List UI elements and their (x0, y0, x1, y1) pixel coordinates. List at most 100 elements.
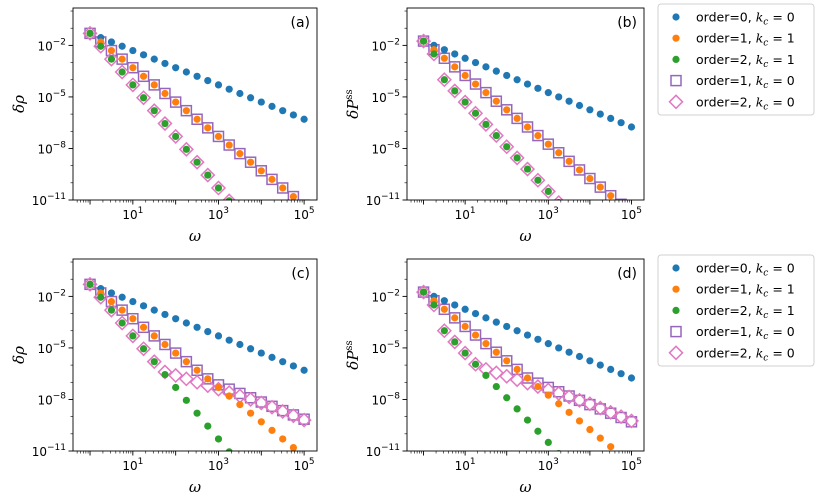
data-point (118, 42, 126, 50)
data-point (125, 328, 141, 344)
data-point (513, 327, 521, 335)
data-point (107, 38, 116, 46)
data-point (482, 371, 490, 380)
data-point (596, 361, 604, 369)
data-point (139, 345, 148, 353)
data-point (503, 106, 511, 114)
panel-label: (b) (617, 15, 637, 31)
data-point (180, 355, 193, 368)
data-point (161, 59, 169, 68)
data-point (542, 138, 555, 150)
legend-label: order=1, kc = 0 (696, 324, 795, 342)
data-point (469, 329, 482, 341)
data-point (552, 147, 565, 159)
y-tick-label: 10−5 (37, 340, 66, 356)
panel-label: (a) (290, 15, 310, 31)
data-point (172, 98, 180, 106)
legend-bottom: order=0, kc = 0 order=1, kc = 1 order=2, k… (657, 254, 815, 367)
data-point (157, 364, 173, 380)
data-point (544, 89, 552, 97)
data-point (436, 72, 452, 88)
data-point (478, 116, 494, 132)
data-point (129, 315, 137, 323)
data-point (246, 94, 255, 102)
y-axis-label: δPss (344, 340, 362, 369)
data-point (617, 370, 625, 378)
data-point (451, 338, 459, 346)
data-point (448, 61, 461, 73)
data-point (513, 154, 521, 162)
data-point (509, 150, 525, 166)
series-order2-kc0 (415, 33, 564, 200)
data-point (509, 372, 525, 388)
data-point (225, 336, 233, 344)
data-point (178, 371, 194, 387)
data-point (451, 301, 459, 309)
legend-item: order=1, kc = 0 (670, 324, 795, 342)
data-point (523, 165, 532, 173)
data-point (523, 123, 532, 131)
data-point (586, 357, 594, 365)
x-tick-label: 101 (455, 206, 476, 222)
data-point (289, 362, 298, 370)
series-order1-kc1 (86, 29, 298, 200)
data-point (107, 55, 116, 63)
data-point (210, 381, 227, 397)
data-point (532, 129, 544, 142)
data-point (513, 114, 521, 122)
series-order1-kc0 (84, 27, 310, 200)
data-point (244, 156, 257, 168)
data-point (482, 63, 490, 71)
data-point (214, 435, 223, 443)
data-point (461, 54, 469, 62)
data-point (114, 315, 130, 331)
data-point (482, 340, 490, 348)
x-tick-label: 105 (294, 206, 315, 222)
data-point (596, 183, 604, 191)
data-point (182, 319, 190, 327)
data-point (451, 314, 459, 322)
data-point (114, 64, 130, 80)
panel-label: (c) (291, 266, 310, 282)
data-point (440, 54, 448, 62)
series-order1-kc1 (86, 280, 298, 451)
data-point (480, 86, 492, 99)
data-point (172, 349, 180, 357)
legend-top: order=0, kc = 0 order=1, kc = 1 order=2, k… (657, 3, 815, 116)
data-point (268, 175, 276, 183)
legend-marker (672, 34, 680, 42)
data-point (565, 157, 573, 165)
data-point (225, 85, 233, 93)
y-tick-label: 10−11 (32, 192, 66, 208)
data-point (150, 358, 158, 366)
series-order1-kc1 (419, 288, 615, 451)
data-point (139, 94, 148, 102)
panel-a: 101 103 105 10−2 10−5 10−8 10−11 ω δρ (a) (10, 7, 318, 245)
x-axis-label: ω (519, 227, 531, 245)
data-point (137, 70, 150, 83)
data-point (180, 104, 193, 117)
data-point (451, 50, 459, 58)
data-point (459, 69, 471, 82)
y-tick-label: 10−2 (371, 37, 400, 53)
x-tick-label: 101 (122, 206, 143, 222)
series-order1-kc0 (417, 35, 627, 200)
data-point (135, 341, 152, 357)
data-point (430, 50, 438, 58)
data-point (440, 46, 448, 54)
data-point (530, 379, 546, 395)
data-point (289, 111, 298, 119)
data-point (530, 172, 546, 188)
data-point (426, 46, 442, 62)
data-point (523, 331, 532, 339)
y-tick-label: 10−11 (366, 443, 400, 459)
legend-label: order=1, kc = 1 (696, 31, 795, 49)
data-point (159, 338, 171, 351)
panel-label: (d) (617, 266, 637, 282)
data-point (150, 306, 158, 314)
data-point (204, 328, 212, 336)
data-point (182, 396, 190, 404)
data-point (84, 278, 96, 291)
data-point (575, 166, 584, 174)
axes-frame (72, 7, 318, 201)
